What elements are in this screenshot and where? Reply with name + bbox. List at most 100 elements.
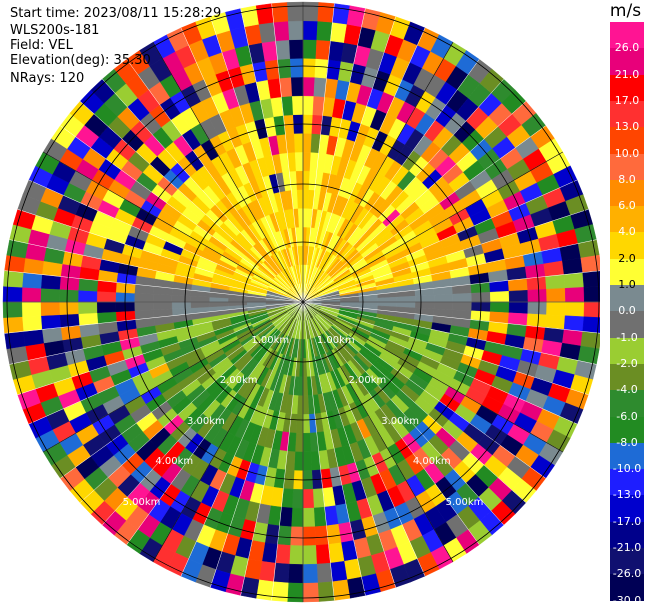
velocity-gate [3,316,24,334]
ray-gap [302,78,504,303]
ray-gap [302,27,426,303]
ray-gap [9,239,304,303]
velocity-gate [23,329,44,347]
velocity-gate [316,20,333,42]
velocity-gate [40,314,61,330]
velocity-gate [77,289,98,303]
velocity-gate [527,288,548,303]
velocity-gate [78,278,99,292]
velocity-gate [328,542,345,564]
velocity-gate [41,327,63,344]
velocity-gate [314,58,329,79]
velocity-gate [302,563,318,584]
velocity-gate [21,315,43,332]
velocity-gate [59,288,79,303]
velocity-gate [315,39,331,60]
colorbar-segment [610,390,644,417]
velocity-gate [314,525,329,546]
nrays-label: NRays: 120 [10,71,85,86]
velocity-gate [302,133,313,153]
velocity-gate [271,581,289,602]
ray-gap [302,125,546,303]
velocity-gate [77,301,98,315]
velocity-gate [302,507,316,528]
velocity-gate [134,301,154,312]
velocity-gate [287,582,304,603]
ray-gap [240,301,304,596]
ray-gap [210,16,304,303]
ray-gap [302,301,597,365]
velocity-gate [21,287,42,303]
velocity-gate [562,257,583,275]
velocity-gate [273,562,290,584]
velocity-gate [317,2,335,23]
colorbar-tick-label: 2.0 [618,251,636,265]
velocity-gate [583,301,600,318]
velocity-gate [289,526,304,547]
range-label: 1.00km [317,335,355,346]
velocity-gate [317,581,335,602]
range-label: 2.00km [348,375,386,386]
ray-gap [4,301,304,334]
colorbar-segment [610,153,644,181]
velocity-gate [508,289,529,303]
velocity-gate [302,414,311,434]
velocity-gate [580,254,600,273]
colorbar-segment [610,548,644,575]
colorbar-tick-label: -4.0 [616,383,638,397]
colorbar-tick-label: 26.0 [614,41,640,55]
colorbar-segment [610,206,644,233]
ray-gap [17,209,304,303]
colorbar-tick-label: 17.0 [614,93,640,107]
velocity-gate [396,295,416,303]
ray-gap [271,3,304,303]
velocity-gate [507,312,528,326]
elevation-label: Elevation(deg): 35.30 [10,53,151,68]
velocity-gate [288,20,304,41]
velocity-gate [313,506,327,527]
ray-gap [180,27,304,303]
colorbar-tick-label: 8.0 [618,172,636,186]
velocity-gate [289,545,304,565]
ray-gap [271,301,304,601]
velocity-gate [315,544,331,565]
range-label: 1.00km [251,335,289,346]
velocity-gate [526,276,547,291]
colorbar-segment [610,258,644,286]
colorbar-tick-label: 4.0 [618,225,636,239]
ray-gap [302,3,335,303]
ray-gap [302,209,589,303]
ray-gap [240,8,304,303]
velocity-gate [582,316,600,334]
colorbar-tick-label: -10.0 [612,462,642,476]
velocity-gate [302,39,317,59]
velocity-gate [96,301,117,314]
colorbar-segment [610,311,644,339]
ray-gap [302,301,527,503]
ray-gap [210,301,304,588]
colorbar-segment [610,179,644,207]
colorbar-segment [610,48,644,76]
velocity-gate [316,562,333,584]
ray-gap [302,301,366,596]
ray-gap [302,59,480,303]
velocity-gate [294,151,304,172]
ray-gap [302,301,396,588]
ray-gap [102,301,304,526]
velocity-gate [563,272,585,289]
velocity-gate [289,58,304,78]
azimuth-spoke [152,42,304,303]
velocity-gate [489,301,510,314]
range-label: 5.00km [446,497,484,508]
ray-gap [4,270,304,303]
ray-gap [302,301,504,526]
range-label: 4.00km [155,456,193,467]
velocity-gate [302,151,312,172]
velocity-gate [96,290,117,303]
colorbar-tick-label: 6.0 [618,199,636,213]
velocity-gate [277,58,292,79]
velocity-gate [21,301,42,317]
ray-gap [102,78,304,303]
ray-gap [60,125,304,303]
colorbar-segment [610,285,644,312]
